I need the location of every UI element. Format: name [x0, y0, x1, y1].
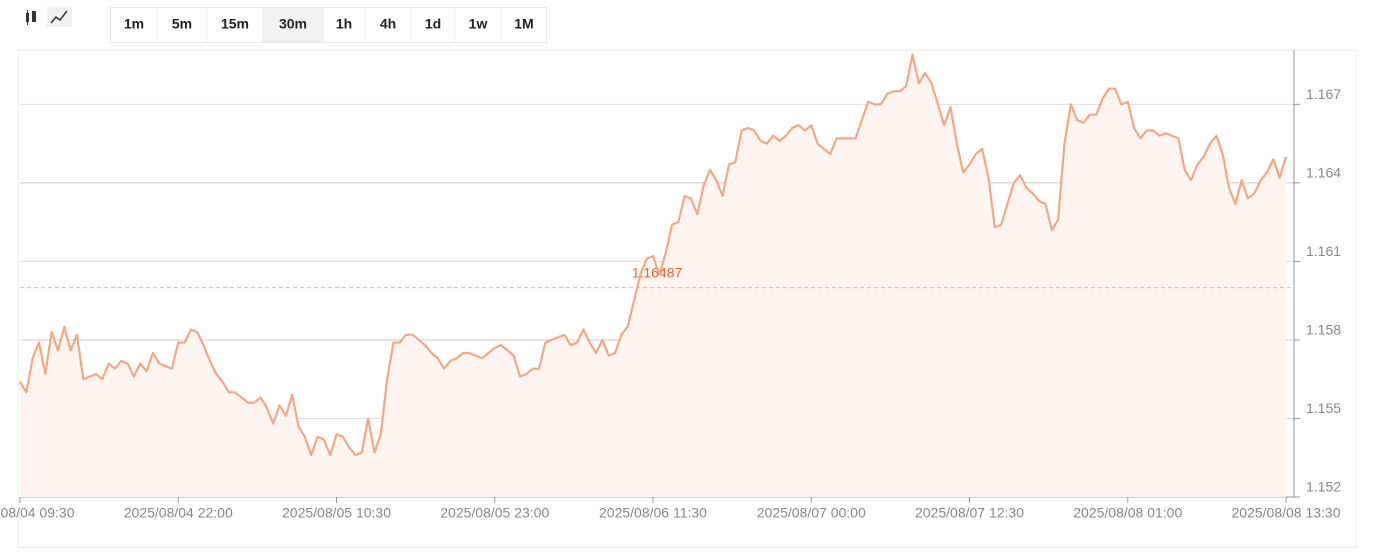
- x-tick-label: 2025/08/07 12:30: [915, 505, 1024, 521]
- interval-button[interactable]: 30m: [279, 16, 307, 32]
- interval-active-bg: [263, 8, 323, 42]
- x-tick-label: 2025/08/04 22:00: [124, 505, 233, 521]
- chart-type-icons[interactable]: [26, 7, 72, 27]
- interval-button[interactable]: 1M: [514, 16, 533, 32]
- x-tick-label: 2025/08/05 10:30: [282, 505, 391, 521]
- line-icon: [50, 10, 68, 24]
- x-tick-label: 2025/08/05 23:00: [440, 505, 549, 521]
- interval-buttons: 1m 5m 15m 30m 1h 4h 1d 1w 1M: [124, 8, 534, 42]
- reference-label: 1.16487: [632, 264, 683, 280]
- y-tick-label: 1.155: [1306, 400, 1341, 416]
- x-tick-label: 2025/08/07 00:00: [757, 505, 866, 521]
- line-icon-bg[interactable]: [47, 7, 72, 27]
- interval-button[interactable]: 15m: [221, 16, 249, 32]
- price-line: [19, 53, 1288, 457]
- interval-button[interactable]: 1w: [469, 16, 488, 32]
- interval-button[interactable]: 4h: [380, 16, 396, 32]
- y-tick-label: 1.164: [1306, 165, 1341, 181]
- interval-bar: [110, 7, 547, 43]
- x-tick-label: 2025/08/08 01:00: [1073, 505, 1182, 521]
- interval-button[interactable]: 1m: [124, 16, 144, 32]
- x-tick-label: 2025/08/06 11:30: [599, 505, 707, 521]
- y-tick-label: 1.158: [1306, 322, 1341, 338]
- interval-button[interactable]: 1d: [425, 16, 441, 32]
- interval-button[interactable]: 5m: [172, 16, 192, 32]
- x-tick-label: 2025/08/08 13:30: [1232, 505, 1341, 521]
- y-tick-label: 1.167: [1306, 86, 1341, 102]
- interval-button[interactable]: 1h: [336, 16, 352, 32]
- chart-frame: [18, 50, 1357, 548]
- x-tick-label: 2025/08/04 09:30: [0, 505, 75, 521]
- y-tick-label: 1.152: [1306, 479, 1341, 495]
- plot: 1.152 1.155 1.158 1.161 1.164 1.167 2025/08/04…: [0, 50, 1341, 521]
- y-tick-label: 1.161: [1306, 243, 1341, 259]
- candle-icon: [32, 11, 36, 22]
